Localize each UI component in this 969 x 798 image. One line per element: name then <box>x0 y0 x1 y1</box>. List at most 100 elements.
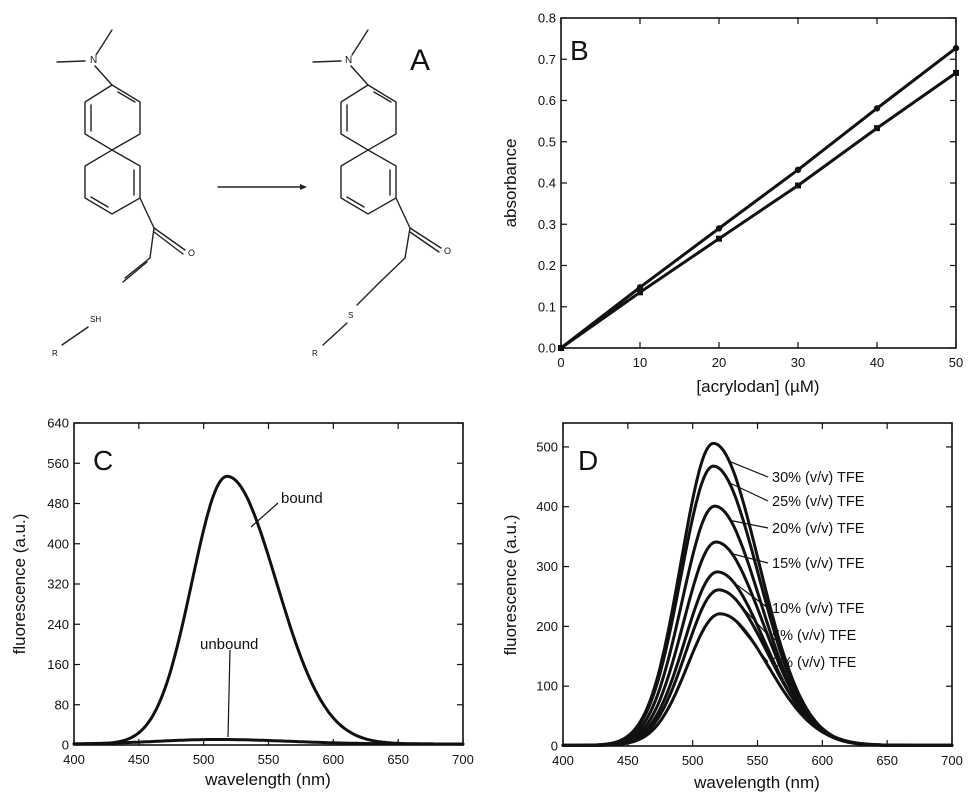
panel-d-label-leader <box>732 581 769 609</box>
panel-c-plot-frame <box>73 422 464 746</box>
panel-b-x-tick-label: 50 <box>949 355 963 370</box>
panel-b-x-tick-label: 30 <box>791 355 805 370</box>
panel-letter-c: C <box>93 445 113 476</box>
panel-b-point <box>716 235 722 242</box>
product-amine-label: N <box>345 55 352 66</box>
panel-d-label-leader <box>728 482 769 502</box>
panel-d-x-tick-label: 700 <box>941 753 963 768</box>
panel-d-series-label: 25% (v/v) TFE <box>772 494 865 510</box>
panel-c-x-tick-label: 500 <box>193 752 215 767</box>
label-bound: bound <box>250 490 323 528</box>
panel-d-label-leader <box>731 553 769 564</box>
panel-d-y-tick-label: 100 <box>536 679 558 694</box>
reactant-carbonyl-label: O <box>188 248 195 258</box>
panel-d-x-tick-label: 400 <box>552 753 574 768</box>
panel-b-y-tick-label: 0.5 <box>538 134 556 149</box>
panel-b-x-tick-label: 0 <box>557 355 564 370</box>
panel-d-series-label: 20% (v/v) TFE <box>772 521 865 537</box>
panel-c-y-tick-label: 480 <box>47 496 69 511</box>
panel-b-series <box>557 44 960 352</box>
panel-c-x-tick-label: 400 <box>63 752 85 767</box>
panel-c-x-tick-label: 450 <box>128 752 150 767</box>
panel-c-series-unbound <box>72 738 465 746</box>
panel-c-x-tick-label: 650 <box>387 752 409 767</box>
panel-b-y-tick-label: 0.0 <box>538 341 556 356</box>
panel-c-series <box>72 474 465 746</box>
panel-letter-a: A <box>410 44 430 77</box>
panel-d-series-label: 15% (v/v) TFE <box>772 556 865 572</box>
panel-c-x-axis-label: wavelength (nm) <box>204 770 331 789</box>
panel-letter-d: D <box>578 445 598 476</box>
panel-c-y-tick-label: 80 <box>55 697 69 712</box>
panel-d-series-line <box>561 570 954 747</box>
panel-d-series <box>561 441 954 747</box>
panel-b-y-tick-label: 0.6 <box>538 93 556 108</box>
reactant-r-label: R <box>52 349 58 358</box>
panel-d-label-leader <box>728 460 769 478</box>
panel-c-x-tick-label: 550 <box>258 752 280 767</box>
panel-b-x-tick-label: 40 <box>870 355 884 370</box>
panel-c-fluorescence-chart: 400 450 500 550 600 650 700 0 80 160 240 320 400 480 5… <box>10 416 474 790</box>
panel-d-x-tick-label: 500 <box>682 753 704 768</box>
panel-a-reaction-scheme: N O SH R <box>52 29 451 358</box>
panel-b-point <box>715 225 723 232</box>
panel-b-series-line-1 <box>559 46 958 350</box>
panel-d-label-leader <box>734 620 769 663</box>
panel-b-point <box>636 284 644 291</box>
series-label-unbound: unbound <box>200 636 258 653</box>
panel-b-y-tick-label: 0.4 <box>538 176 556 191</box>
panel-c-x-tick-label: 600 <box>322 752 344 767</box>
panel-c-series-bound <box>72 474 465 746</box>
panel-b-point <box>874 125 880 132</box>
panel-b-y-tick-label: 0.8 <box>538 11 556 26</box>
product-structure: N O S R <box>312 29 451 358</box>
panel-c-y-axis-label: fluorescence (a.u.) <box>10 514 29 655</box>
panel-d-ticks: 400 450 500 550 600 650 700 0 100 200 300 400 500 <box>536 423 963 768</box>
panel-d-x-tick-label: 650 <box>876 753 898 768</box>
panel-d-label-leader <box>733 598 769 636</box>
panel-c-y-tick-label: 240 <box>47 617 69 632</box>
panel-c-y-tick-label: 400 <box>47 536 69 551</box>
panel-b-y-tick-label: 0.2 <box>538 258 556 273</box>
panel-b-point <box>794 166 802 173</box>
panel-b-x-axis-label: [acrylodan] (µM) <box>696 377 819 396</box>
panel-d-x-tick-label: 450 <box>617 753 639 768</box>
panel-b-point <box>953 69 959 76</box>
panel-d-series-line <box>561 588 954 747</box>
reactant-amine-label: N <box>90 55 97 66</box>
panel-d-series-label: 10% (v/v) TFE <box>772 601 865 617</box>
panel-d-label-leader <box>730 519 769 529</box>
panel-b-y-tick-label: 0.3 <box>538 217 556 232</box>
panel-d-y-axis-label: fluorescence (a.u.) <box>501 515 520 656</box>
product-carbonyl-label: O <box>444 246 451 256</box>
thioether-label: S <box>348 311 353 320</box>
panel-b-plot-frame <box>560 17 957 349</box>
panel-b-point <box>637 289 643 296</box>
panel-c-y-tick-label: 560 <box>47 456 69 471</box>
panel-d-x-axis-label: wavelength (nm) <box>693 773 820 792</box>
panel-b-y-tick-label: 0.1 <box>538 299 556 314</box>
thiol-label: SH <box>90 315 101 324</box>
panel-b-x-tick-label: 10 <box>633 355 647 370</box>
panel-b-ticks: 0 10 20 30 40 50 0.0 0.1 0.2 0.3 0.4 0.5 0.6 0.7 0.8 <box>538 11 963 371</box>
panel-d-series-label: 0% (v/v) TFE <box>772 655 857 671</box>
panel-b-point <box>952 44 960 52</box>
panel-d-y-tick-label: 200 <box>536 619 558 634</box>
panel-letter-b: B <box>570 35 589 66</box>
panel-d-series-label: 5% (v/v) TFE <box>772 628 857 644</box>
panel-c-x-tick-label: 700 <box>452 752 474 767</box>
panel-b-series-line-2 <box>559 71 958 350</box>
panel-d-series-labels: 30% (v/v) TFE 25% (v/v) TFE 20% (v/v) TFE 1… <box>728 460 865 671</box>
panel-b-y-axis-label: absorbance <box>501 139 520 228</box>
panel-c-y-tick-label: 640 <box>47 416 69 431</box>
label-unbound: unbound <box>200 636 258 738</box>
panel-d-y-tick-label: 500 <box>536 439 558 454</box>
panel-d-y-tick-label: 300 <box>536 559 558 574</box>
panel-c-y-tick-label: 320 <box>47 577 69 592</box>
panel-b-absorbance-chart: 0 10 20 30 40 50 0.0 0.1 0.2 0.3 0.4 0.5 0.6 0.7 0.8 B… <box>501 11 963 397</box>
panel-d-y-tick-label: 0 <box>551 739 558 754</box>
product-r-label: R <box>312 349 318 358</box>
panel-d-y-tick-label: 400 <box>536 499 558 514</box>
panel-c-y-tick-label: 160 <box>47 657 69 672</box>
